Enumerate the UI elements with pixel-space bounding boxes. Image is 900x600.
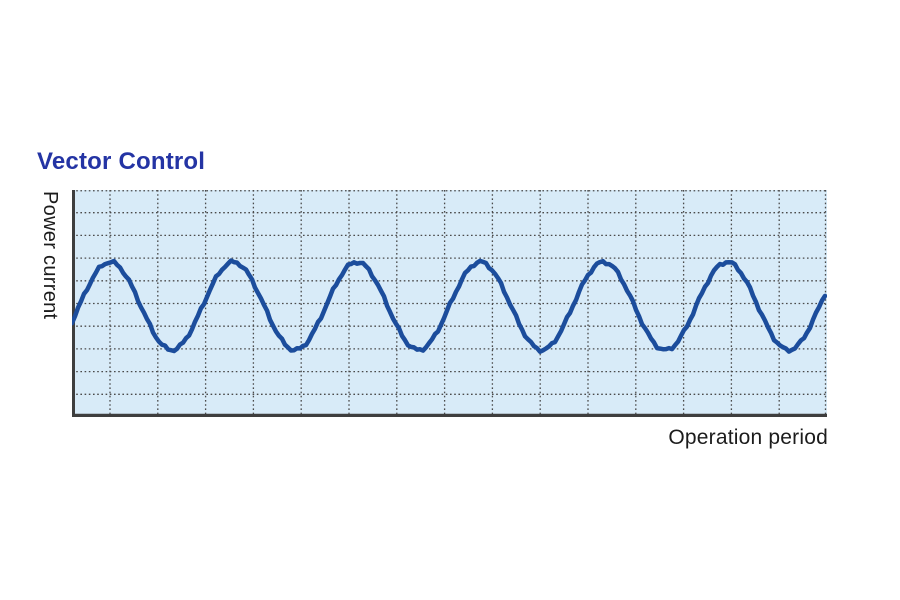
chart-plot-area xyxy=(72,190,827,417)
y-axis-label: Power current xyxy=(39,191,61,320)
chart-title: Vector Control xyxy=(37,148,206,175)
grid-lines xyxy=(72,190,827,417)
axis-lines xyxy=(72,190,827,417)
x-axis-label: Operation period xyxy=(668,426,828,449)
waveform-chart xyxy=(72,190,827,417)
waveform-line xyxy=(72,258,827,354)
